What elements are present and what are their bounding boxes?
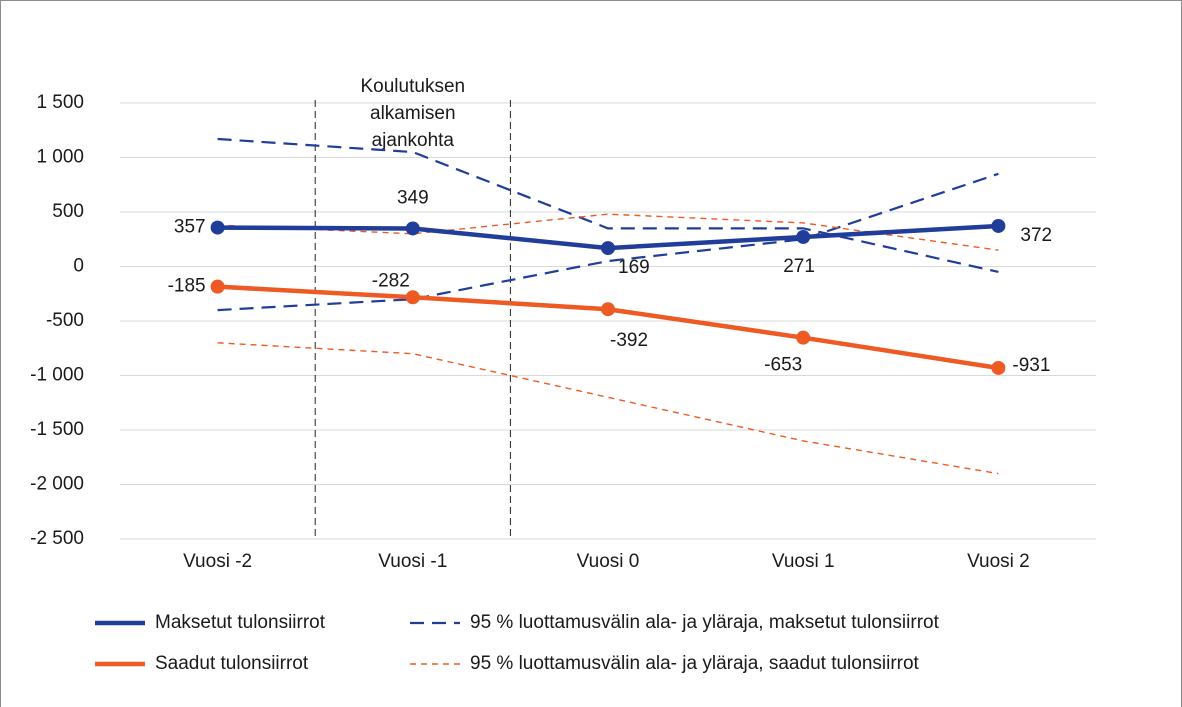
annotation: alkamisen <box>370 103 456 124</box>
x-tick-label: Vuosi 0 <box>577 551 640 572</box>
data-label: 372 <box>1020 225 1052 246</box>
data-point <box>210 279 225 294</box>
data-point <box>796 229 811 244</box>
y-tick-label: 1 000 <box>36 147 84 168</box>
y-tick-label: -1 000 <box>30 365 84 386</box>
y-tick-label: -1 500 <box>30 419 84 440</box>
y-tick-label: 0 <box>73 256 84 277</box>
ci-line <box>217 342 999 475</box>
x-tick-label: Vuosi 1 <box>772 551 835 572</box>
data-point <box>601 302 615 317</box>
series-line <box>217 284 999 371</box>
data-label: -282 <box>372 270 410 291</box>
y-tick-label: -2 000 <box>30 474 84 495</box>
data-point <box>796 330 811 345</box>
y-tick-label: -2 500 <box>30 528 84 549</box>
data-point <box>991 360 1006 375</box>
data-label: -392 <box>610 330 648 351</box>
y-tick-label: 1 500 <box>36 92 84 113</box>
legend-label: Maksetut tulonsiirrot <box>155 612 326 633</box>
x-tick-label: Vuosi -2 <box>183 551 252 572</box>
data-point <box>991 218 1006 233</box>
y-tick-label: 500 <box>52 201 84 222</box>
data-label: 169 <box>618 257 650 278</box>
legend-label: 95 % luottamusvälin ala- ja yläraja, saa… <box>470 653 920 674</box>
data-label: 349 <box>397 187 429 208</box>
data-label: 357 <box>174 217 206 238</box>
y-tick-label: -500 <box>46 310 84 331</box>
ci-line <box>217 137 999 274</box>
data-point <box>405 221 420 236</box>
x-tick-label: Vuosi 2 <box>967 551 1030 572</box>
legend-label: Saadut tulonsiirrot <box>155 653 309 674</box>
data-label: -185 <box>168 276 206 297</box>
legend-label: 95 % luottamusvälin ala- ja yläraja, mak… <box>470 612 940 633</box>
data-label: -653 <box>764 355 802 376</box>
data-label: -931 <box>1012 355 1050 376</box>
data-point <box>210 220 225 235</box>
annotation: Koulutuksen <box>361 76 466 97</box>
annotation: ajankohta <box>372 130 455 151</box>
x-tick-label: Vuosi -1 <box>378 551 447 572</box>
data-point <box>405 290 420 305</box>
data-label: 271 <box>783 256 815 277</box>
data-point <box>601 241 615 256</box>
